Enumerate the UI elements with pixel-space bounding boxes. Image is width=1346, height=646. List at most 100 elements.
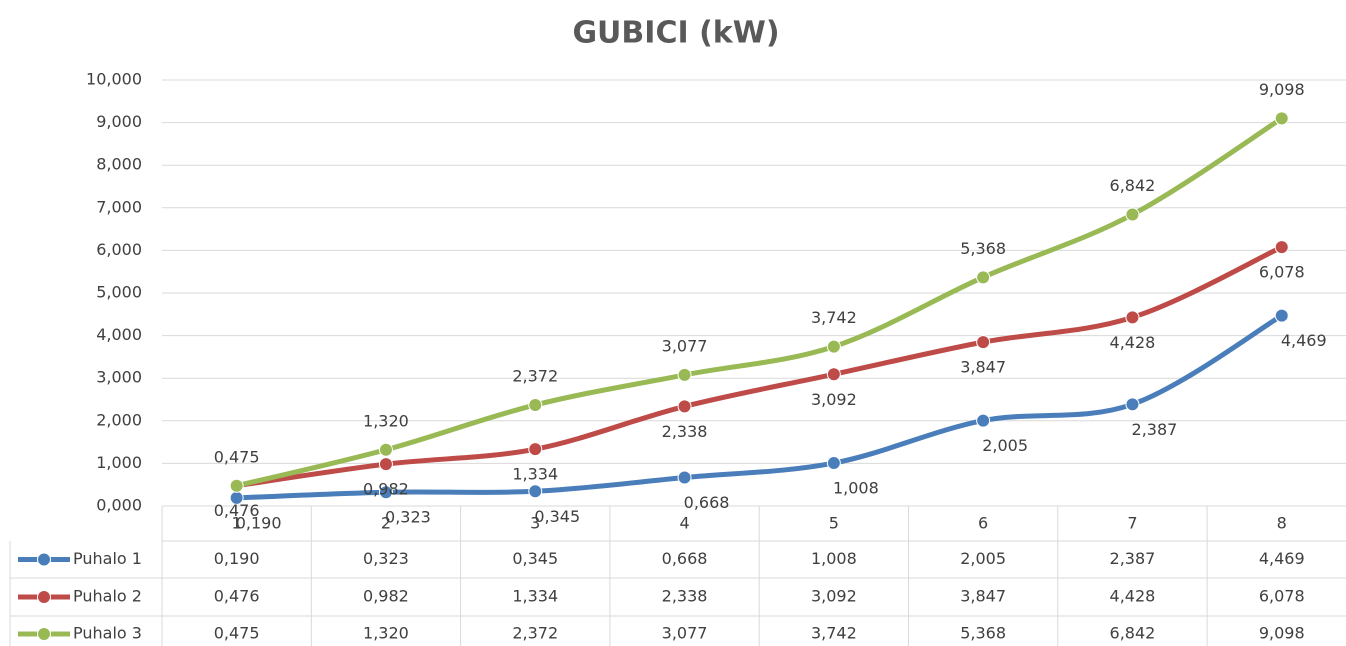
- table-cell: 3,847: [960, 587, 1006, 606]
- data-label: 2,387: [1132, 420, 1178, 439]
- data-label: 2,338: [662, 422, 708, 441]
- point: [378, 442, 393, 457]
- table-cell: 2,372: [512, 624, 558, 643]
- y-tick-label: 9,000: [96, 112, 142, 131]
- point: [1274, 308, 1289, 323]
- legend-label: Puhalo 2: [73, 587, 142, 606]
- data-label: 1,008: [833, 479, 879, 498]
- point: [378, 457, 393, 472]
- table-cell: 3,092: [811, 587, 857, 606]
- data-label: 0,668: [684, 493, 730, 512]
- table-cell: 0,476: [214, 587, 260, 606]
- data-label: 1,334: [512, 465, 558, 484]
- data-label: 6,078: [1259, 263, 1305, 282]
- data-label: 3,847: [960, 358, 1006, 377]
- table-cell: 0,345: [512, 549, 558, 568]
- data-label: 3,742: [811, 308, 857, 327]
- point: [528, 442, 543, 457]
- x-tick-label: 2: [381, 514, 391, 533]
- point: [1125, 310, 1140, 325]
- x-tick-label: 3: [530, 514, 540, 533]
- table-cell: 0,475: [214, 624, 260, 643]
- x-tick-label: 1: [232, 514, 242, 533]
- y-tick-label: 8,000: [96, 155, 142, 174]
- point: [677, 399, 692, 414]
- legend-label: Puhalo 3: [73, 624, 142, 643]
- table-cell: 3,742: [811, 624, 857, 643]
- y-tick-label: 7,000: [96, 197, 142, 216]
- y-tick-label: 3,000: [96, 368, 142, 387]
- point: [677, 470, 692, 485]
- point: [976, 413, 991, 428]
- table-cell: 2,005: [960, 549, 1006, 568]
- data-label: 0,345: [534, 507, 580, 526]
- table-cell: 9,098: [1259, 624, 1305, 643]
- y-tick-label: 10,000: [86, 70, 142, 89]
- data-label: 3,092: [811, 390, 857, 409]
- point: [677, 367, 692, 382]
- series-line: [234, 244, 1285, 489]
- point: [976, 270, 991, 285]
- data-label: 5,368: [960, 239, 1006, 258]
- point: [528, 397, 543, 412]
- data-label: 2,372: [512, 366, 558, 385]
- point: [826, 367, 841, 382]
- x-tick-label: 7: [1127, 514, 1137, 533]
- data-label: 2,005: [982, 436, 1028, 455]
- y-tick-label: 5,000: [96, 283, 142, 302]
- table-cell: 0,323: [363, 549, 409, 568]
- table-cell: 0,982: [363, 587, 409, 606]
- legend-marker: [37, 590, 51, 604]
- point: [528, 484, 543, 499]
- point: [1125, 207, 1140, 222]
- table-cell: 3,077: [662, 624, 708, 643]
- point: [826, 339, 841, 354]
- data-label: 1,320: [363, 411, 409, 430]
- data-label: 0,982: [363, 480, 409, 499]
- data-label: 3,077: [662, 336, 708, 355]
- table-cell: 2,387: [1110, 549, 1156, 568]
- series-line: [234, 313, 1285, 501]
- y-tick-label: 4,000: [96, 325, 142, 344]
- y-tick-label: 0,000: [96, 496, 142, 515]
- table-cell: 0,668: [662, 549, 708, 568]
- point: [229, 478, 244, 493]
- data-label: 4,469: [1281, 331, 1327, 350]
- point: [1125, 397, 1140, 412]
- data-label: 6,842: [1110, 176, 1156, 195]
- table-cell: 6,842: [1110, 624, 1156, 643]
- data-label: 0,476: [214, 501, 260, 520]
- legend-marker: [37, 552, 51, 567]
- x-tick-label: 6: [978, 514, 988, 533]
- point: [976, 335, 991, 350]
- table-cell: 1,320: [363, 624, 409, 643]
- legend-marker: [37, 627, 51, 641]
- table-cell: 4,428: [1110, 587, 1156, 606]
- point: [1274, 111, 1289, 126]
- table-cell: 0,190: [214, 549, 260, 568]
- table-cell: 1,008: [811, 549, 857, 568]
- series-line: [234, 115, 1285, 489]
- y-tick-label: 6,000: [96, 240, 142, 259]
- data-label: 0,323: [385, 508, 431, 527]
- x-tick-label: 5: [829, 514, 839, 533]
- table-cell: 2,338: [662, 587, 708, 606]
- data-label: 0,475: [214, 447, 260, 466]
- point: [1274, 240, 1289, 255]
- x-tick-label: 8: [1277, 514, 1287, 533]
- legend-label: Puhalo 1: [73, 549, 142, 568]
- x-tick-label: 4: [679, 514, 689, 533]
- point: [826, 456, 841, 471]
- y-tick-label: 1,000: [96, 453, 142, 472]
- table-cell: 6,078: [1259, 587, 1305, 606]
- point: [378, 485, 393, 500]
- table-cell: 5,368: [960, 624, 1006, 643]
- data-label: 9,098: [1259, 80, 1305, 99]
- table-cell: 4,469: [1259, 549, 1305, 568]
- y-tick-label: 2,000: [96, 410, 142, 429]
- chart-title: GUBICI (kW): [572, 16, 779, 51]
- table-cell: 1,334: [512, 587, 558, 606]
- data-label: 0,190: [236, 513, 282, 532]
